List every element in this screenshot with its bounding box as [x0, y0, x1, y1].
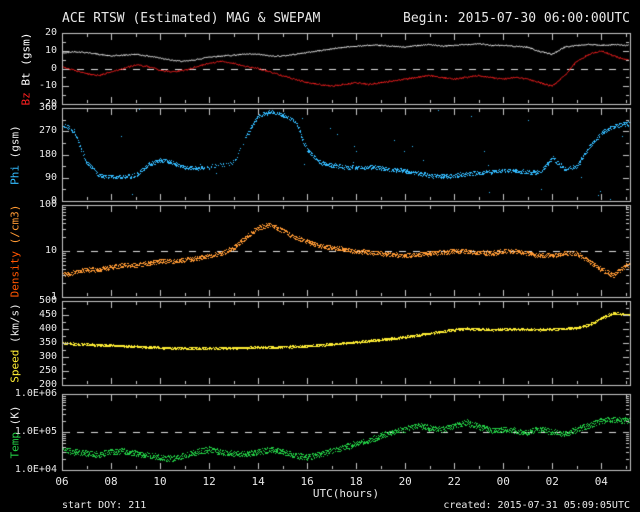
- y-axis-title-part: Density: [8, 251, 22, 298]
- y-tick-label: -10: [38, 80, 57, 92]
- y-tick-label: 10: [44, 245, 57, 256]
- x-tick-label: 16: [300, 475, 314, 488]
- y-tick-label: 500: [38, 295, 57, 306]
- x-tick-label: 18: [349, 475, 363, 488]
- x-tick-label: 00: [496, 475, 510, 488]
- y-tick-label: -20: [38, 98, 57, 109]
- x-tick-label: 06: [55, 475, 69, 488]
- x-tick-label: 04: [594, 475, 608, 488]
- y-tick-label: 180: [38, 148, 57, 160]
- y-tick-label: 1.0E+04: [14, 464, 57, 475]
- y-tick-label: 10: [44, 44, 57, 56]
- y-tick-label: 200: [38, 379, 57, 390]
- y-tick-label: 350: [38, 337, 57, 348]
- y-tick-label: 90: [44, 171, 57, 183]
- x-tick-label: 10: [153, 475, 167, 488]
- begin-timestamp: Begin: 2015-07-30 06:00:00UTC: [403, 11, 630, 26]
- x-tick-label: 02: [545, 475, 559, 488]
- footer-created: created: 2015-07-31 05:09:05UTC: [443, 500, 630, 511]
- y-tick-label: 20: [44, 27, 57, 38]
- x-axis-title: UTC(hours): [312, 487, 380, 500]
- x-tick-label: 22: [447, 475, 461, 488]
- x-tick-label: 08: [104, 475, 118, 488]
- x-tick-label: 12: [202, 475, 216, 488]
- y-tick-label: 1: [50, 291, 57, 302]
- plot-title: ACE RTSW (Estimated) MAG & SWEPAM: [62, 11, 321, 26]
- y-tick-label: 1.0E+05: [14, 426, 57, 437]
- y-tick-label: 400: [38, 323, 57, 334]
- y-tick-label: 300: [38, 351, 57, 362]
- y-tick-label: 100: [38, 199, 57, 210]
- y-tick-label: 0: [50, 195, 57, 206]
- y-tick-label: 450: [38, 309, 57, 320]
- y-tick-label: 360: [38, 102, 57, 113]
- footer-start-doy: start DOY: 211: [62, 500, 147, 511]
- y-tick-label: 1.0E+06: [14, 388, 57, 399]
- y-tick-label: 250: [38, 365, 57, 376]
- x-tick-label: 14: [251, 475, 265, 488]
- y-axis-title-part: (/cm3): [8, 204, 22, 251]
- y-tick-label: 0: [50, 62, 57, 74]
- y-tick-label: 270: [38, 125, 57, 137]
- x-tick-label: 20: [398, 475, 412, 488]
